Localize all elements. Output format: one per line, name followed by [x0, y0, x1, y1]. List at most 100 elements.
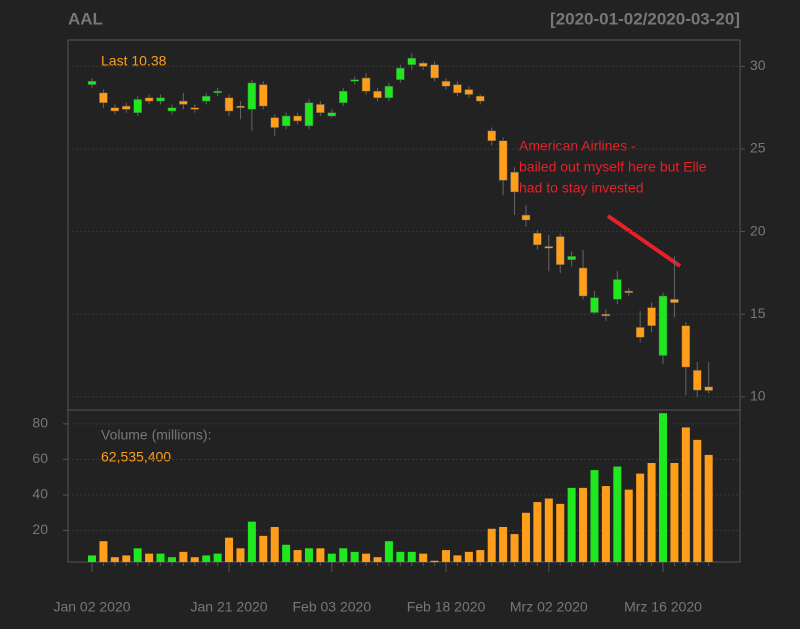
candle-body — [407, 57, 417, 66]
candle-body — [430, 64, 439, 79]
candle-body — [658, 295, 668, 356]
volume-bar — [544, 498, 553, 562]
y-tick-label: 10 — [750, 387, 766, 403]
volume-bar — [670, 462, 679, 562]
volume-bar — [339, 548, 348, 562]
volume-bar — [624, 489, 633, 562]
x-tick-label: Feb 18 2020 — [407, 599, 486, 615]
volume-bar — [247, 521, 256, 562]
volume-bar — [419, 553, 428, 562]
candle-body — [373, 90, 382, 99]
candle-body — [213, 90, 222, 94]
candle-body — [453, 84, 462, 94]
candle-body — [498, 140, 508, 181]
candle-body — [361, 77, 371, 92]
y-tick-label: 25 — [750, 140, 766, 156]
volume-bar — [373, 557, 382, 562]
candle-body — [384, 86, 394, 99]
x-tick-label: Jan 21 2020 — [191, 599, 268, 615]
y-tick-label: 60 — [32, 450, 48, 466]
annotation-text: bailed out myself here but Elle — [519, 159, 707, 175]
candle-body — [156, 97, 165, 102]
volume-bar — [601, 486, 610, 562]
volume-bar — [613, 466, 622, 562]
volume-last-label: 62,535,400 — [101, 449, 171, 465]
candle-body — [304, 102, 314, 127]
volume-bar — [122, 555, 131, 562]
volume-label: Volume (millions): — [101, 427, 211, 443]
candle-body — [270, 117, 279, 128]
candle-body — [555, 236, 565, 265]
volume-bar — [579, 487, 588, 562]
volume-bar — [442, 550, 451, 562]
candle-body — [601, 313, 611, 317]
candle-body — [590, 297, 599, 313]
candle-body — [316, 104, 325, 113]
volume-bar — [259, 535, 268, 562]
candle-body — [110, 107, 120, 112]
candle-body — [350, 79, 359, 82]
annotation-text: American Airlines - — [519, 138, 636, 154]
candle-body — [693, 370, 702, 391]
candle-body — [521, 214, 531, 221]
annotation-arrow — [606, 214, 682, 268]
candle-body — [179, 100, 188, 105]
candle-body — [133, 99, 142, 113]
candle-body — [99, 92, 108, 104]
volume-bar — [521, 512, 530, 562]
candle-body — [704, 386, 713, 391]
volume-bar — [590, 470, 599, 562]
volume-bar — [179, 551, 188, 562]
candle-body — [247, 82, 257, 110]
volume-bar — [145, 553, 154, 562]
candle-body — [510, 171, 519, 193]
candle-body — [190, 107, 200, 110]
volume-bar — [362, 553, 371, 562]
volume-bar — [88, 555, 96, 562]
candle-body — [418, 62, 428, 67]
candle-body — [201, 95, 211, 102]
candle-body — [224, 97, 234, 112]
volume-bar — [430, 560, 439, 562]
y-tick-label: 80 — [32, 415, 48, 431]
volume-bar — [350, 551, 359, 562]
last-price-label: Last 10.38 — [101, 53, 167, 69]
volume-bar — [647, 462, 656, 562]
volume-bar — [316, 548, 325, 562]
volume-bar — [327, 553, 336, 562]
candle-body — [635, 327, 645, 338]
volume-bar — [407, 551, 416, 562]
volume-bar — [236, 548, 245, 562]
chart-title: AAL — [68, 9, 103, 28]
volume-bar — [476, 550, 485, 562]
volume-bar — [202, 555, 211, 562]
x-tick-label: Feb 03 2020 — [293, 599, 372, 615]
volume-bar — [167, 557, 176, 562]
candle-body — [487, 130, 496, 142]
volume-bar — [659, 413, 667, 562]
candle-body — [544, 246, 554, 249]
x-tick-label: Mrz 02 2020 — [510, 599, 588, 615]
candle-body — [567, 256, 576, 260]
volume-bar — [282, 544, 291, 562]
y-tick-label: 40 — [32, 486, 48, 502]
volume-bar — [156, 553, 165, 562]
volume-bar — [293, 550, 302, 562]
candle-body — [533, 233, 542, 246]
candle-body — [578, 267, 588, 297]
annotation-text: had to stay invested — [519, 180, 644, 196]
x-tick-label: Mrz 16 2020 — [624, 599, 702, 615]
y-tick-label: 30 — [750, 57, 766, 73]
candle-body — [122, 105, 131, 110]
y-tick-label: 15 — [750, 305, 766, 321]
candle-body — [293, 115, 302, 122]
volume-bar — [464, 551, 473, 562]
volume-bar — [225, 537, 234, 562]
volume-bar — [636, 473, 645, 562]
volume-bar — [99, 541, 108, 562]
candle-body — [441, 81, 451, 87]
candle-body — [464, 89, 474, 95]
candle-body — [681, 325, 691, 368]
